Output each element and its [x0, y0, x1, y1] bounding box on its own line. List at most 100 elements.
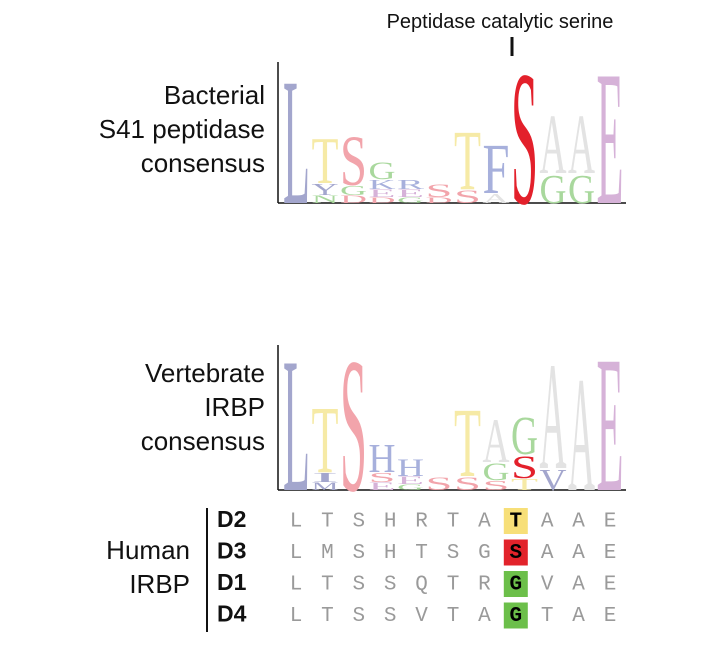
logo-letter: F [483, 129, 510, 209]
logo-letter: A [483, 191, 510, 206]
annotation: Peptidase catalytic serine [387, 11, 614, 33]
logo-letter: S [426, 180, 453, 202]
logo-letter: G [483, 458, 510, 486]
logo-letter: D [426, 196, 453, 205]
residue: E [604, 511, 617, 534]
residue: R [478, 574, 491, 597]
residue: T [447, 511, 460, 534]
logo-letter: E [369, 188, 396, 200]
residue: L [290, 574, 303, 597]
residue: V [541, 574, 554, 597]
residue: A [572, 542, 585, 565]
logo-letter: E [397, 188, 424, 200]
residue: S [447, 542, 460, 565]
residue: H [384, 542, 397, 565]
residue: S [352, 542, 365, 565]
logo-letter: V [540, 463, 567, 497]
residue: E [604, 574, 617, 597]
residue: H [384, 511, 397, 534]
highlight-box [503, 602, 528, 629]
row-id: D3 [217, 538, 246, 564]
logo-letter: G [540, 166, 567, 212]
residue: G [509, 605, 522, 628]
logo-letter: S [340, 320, 367, 533]
residue: V [415, 605, 428, 628]
residue: S [352, 511, 365, 534]
logo-letter: S [454, 473, 481, 495]
logo-letter: A [568, 99, 595, 193]
row-id: D2 [217, 506, 246, 532]
logo-letter: S [511, 33, 538, 246]
row-id: D4 [217, 601, 247, 627]
highlight-box [503, 539, 528, 566]
logo-letter: S [483, 478, 510, 493]
logo-letter: N [312, 194, 339, 206]
logo-letter: H [397, 454, 424, 482]
logo-letter: T [312, 386, 339, 493]
logo-letter: G [397, 483, 424, 492]
logo-letter: S [454, 186, 481, 208]
logo-letter: L [283, 320, 310, 533]
residue: M [321, 542, 334, 565]
logo-letter: L [283, 41, 310, 243]
logo-letter: D [369, 196, 396, 205]
logo-letter: G [511, 406, 538, 467]
logo-letter: K [369, 177, 396, 192]
residue: S [352, 574, 365, 597]
residue: A [541, 542, 554, 565]
residue: T [415, 542, 428, 565]
logo-letter: G [568, 166, 595, 212]
logo-label: consensus [141, 148, 265, 178]
residue: T [321, 511, 334, 534]
residue: T [541, 605, 554, 628]
residue: T [447, 605, 460, 628]
alignment-label: IRBP [129, 569, 190, 599]
residue: S [384, 605, 397, 628]
logo-letter: T [312, 124, 339, 198]
residue: A [478, 511, 491, 534]
logo-letter: A [540, 331, 567, 502]
residue: S [352, 605, 365, 628]
logo-letter: A [540, 99, 567, 193]
logo-label: S41 peptidase [99, 114, 265, 144]
logo-letter: E [369, 481, 396, 493]
highlight-box [503, 571, 528, 597]
logo-letter: G [340, 183, 367, 198]
logo-letter: T [511, 475, 538, 493]
residue: R [415, 511, 428, 534]
logo-label: IRBP [204, 392, 265, 422]
highlight-box [503, 508, 528, 534]
logo-letter: I [312, 470, 339, 485]
alignment-label: Human [106, 535, 190, 565]
logo-letter: T [454, 389, 481, 498]
logo-letter: S [511, 448, 538, 485]
logo-letter: S [369, 470, 396, 485]
residue: S [384, 574, 397, 597]
residue: A [478, 605, 491, 628]
logo-letter: G [397, 196, 424, 205]
logo-label: consensus [141, 426, 265, 456]
logo-letter: S [340, 121, 367, 201]
residue: A [572, 574, 585, 597]
logo-letter: H [369, 435, 396, 481]
logo-letter: E [597, 315, 624, 533]
row-id: D1 [217, 569, 247, 595]
logo-letter: S [426, 473, 453, 495]
logo-letter: E [597, 33, 624, 246]
logo-letter: Y [312, 180, 339, 198]
logo-letter: R [397, 177, 424, 192]
residue: E [604, 542, 617, 565]
logo-letter: G [369, 157, 396, 185]
logo-letter: M [312, 481, 339, 493]
residue: T [509, 511, 522, 534]
logo-label: Bacterial [164, 80, 265, 110]
residue: L [290, 511, 303, 534]
logo-letter: E [397, 475, 424, 487]
logo-letter: D [340, 194, 367, 206]
logo-letter: A [483, 407, 510, 476]
residue: Q [415, 574, 428, 597]
residue: L [290, 542, 303, 565]
residue: A [541, 511, 554, 534]
residue: T [321, 574, 334, 597]
residue: G [509, 574, 522, 597]
